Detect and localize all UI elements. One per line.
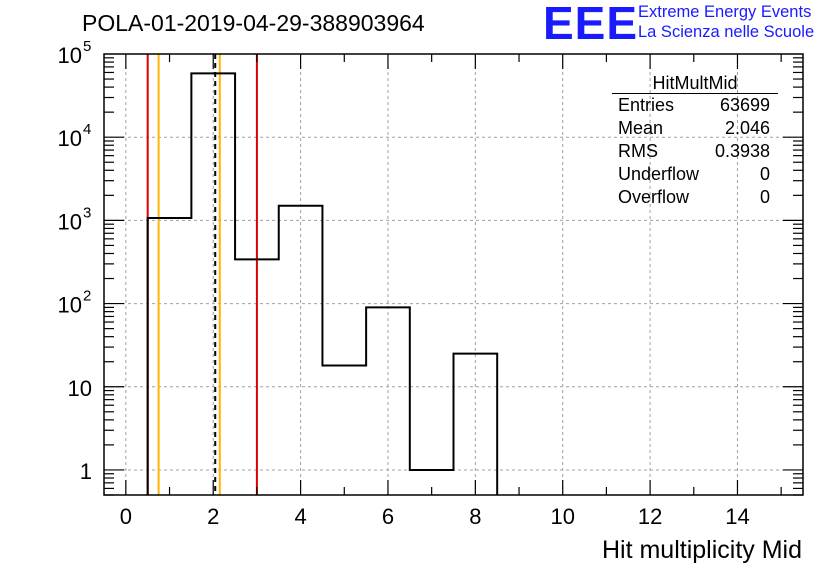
histogram-bin bbox=[279, 206, 323, 495]
y-tick-label: 10 bbox=[58, 293, 82, 318]
stats-label: Entries bbox=[618, 95, 675, 115]
logo-text-line2: La Scienza nelle Scuole bbox=[638, 23, 815, 41]
histogram-bin bbox=[454, 354, 498, 495]
x-tick-label: 2 bbox=[207, 504, 219, 529]
x-tick-label: 8 bbox=[469, 504, 481, 529]
stats-box-title: HitMultMid bbox=[652, 73, 738, 93]
stats-value: 0 bbox=[759, 187, 770, 207]
y-tick-label: 10 bbox=[58, 209, 82, 234]
x-tick-label: 12 bbox=[638, 504, 662, 529]
y-tick-label: 1 bbox=[80, 459, 92, 484]
histogram-bars bbox=[146, 72, 499, 495]
stats-row: Entries 63699 bbox=[612, 94, 778, 117]
stats-rows: Entries 63699 Mean 2.046 RMS 0.3938 Underflow 0… bbox=[612, 94, 778, 209]
histogram-bin bbox=[322, 366, 366, 495]
x-axis-label: Hit multiplicity Mid bbox=[601, 536, 802, 564]
y-tick-label: 10 bbox=[68, 376, 92, 401]
stats-label: Mean bbox=[618, 118, 664, 138]
y-tick-label-exponent: 5 bbox=[83, 38, 91, 55]
stats-label: RMS bbox=[618, 141, 658, 161]
histogram-bin bbox=[235, 259, 279, 495]
histogram-bin bbox=[148, 218, 192, 495]
y-tick-label-exponent: 4 bbox=[83, 121, 91, 138]
x-tick-label: 0 bbox=[120, 504, 132, 529]
stats-box: HitMultMid Entries 63699 Mean 2.046 RMS 0.393… bbox=[612, 73, 778, 209]
stats-label: Underflow bbox=[618, 164, 700, 184]
y-tick-label: 10 bbox=[58, 43, 82, 68]
stats-value: 2.046 bbox=[724, 118, 770, 138]
eee-logo-mark: EEE bbox=[543, 0, 639, 49]
stats-row: Overflow 0 bbox=[612, 186, 778, 209]
y-tick-label: 10 bbox=[58, 126, 82, 151]
axis-ticks bbox=[104, 54, 803, 496]
plot-frame bbox=[103, 53, 804, 496]
histogram-outline bbox=[146, 72, 499, 495]
stats-value: 0 bbox=[759, 164, 770, 184]
x-tick-label: 4 bbox=[294, 504, 306, 529]
stats-value: 63699 bbox=[719, 95, 770, 115]
histogram-bin bbox=[366, 307, 410, 495]
y-tick-label-exponent: 3 bbox=[83, 204, 91, 221]
x-tick-labels: 0 2 4 6 8 10 12 14 bbox=[120, 504, 750, 529]
chart-title: POLA-01-2019-04-29-388903964 bbox=[82, 10, 425, 36]
x-tick-label: 14 bbox=[725, 504, 749, 529]
stats-row: Mean 2.046 bbox=[612, 117, 778, 140]
stats-row: Underflow 0 bbox=[612, 163, 778, 186]
stats-label: Overflow bbox=[618, 187, 690, 207]
x-tick-label: 10 bbox=[550, 504, 574, 529]
stats-box-divider bbox=[612, 93, 778, 94]
stats-row: RMS 0.3938 bbox=[612, 140, 778, 163]
histogram-bin bbox=[191, 73, 235, 495]
stats-value: 0.3938 bbox=[714, 141, 770, 161]
y-tick-label-exponent: 2 bbox=[83, 288, 91, 305]
x-tick-label: 6 bbox=[382, 504, 394, 529]
logo-text-line1: Extreme Energy Events bbox=[638, 3, 812, 21]
